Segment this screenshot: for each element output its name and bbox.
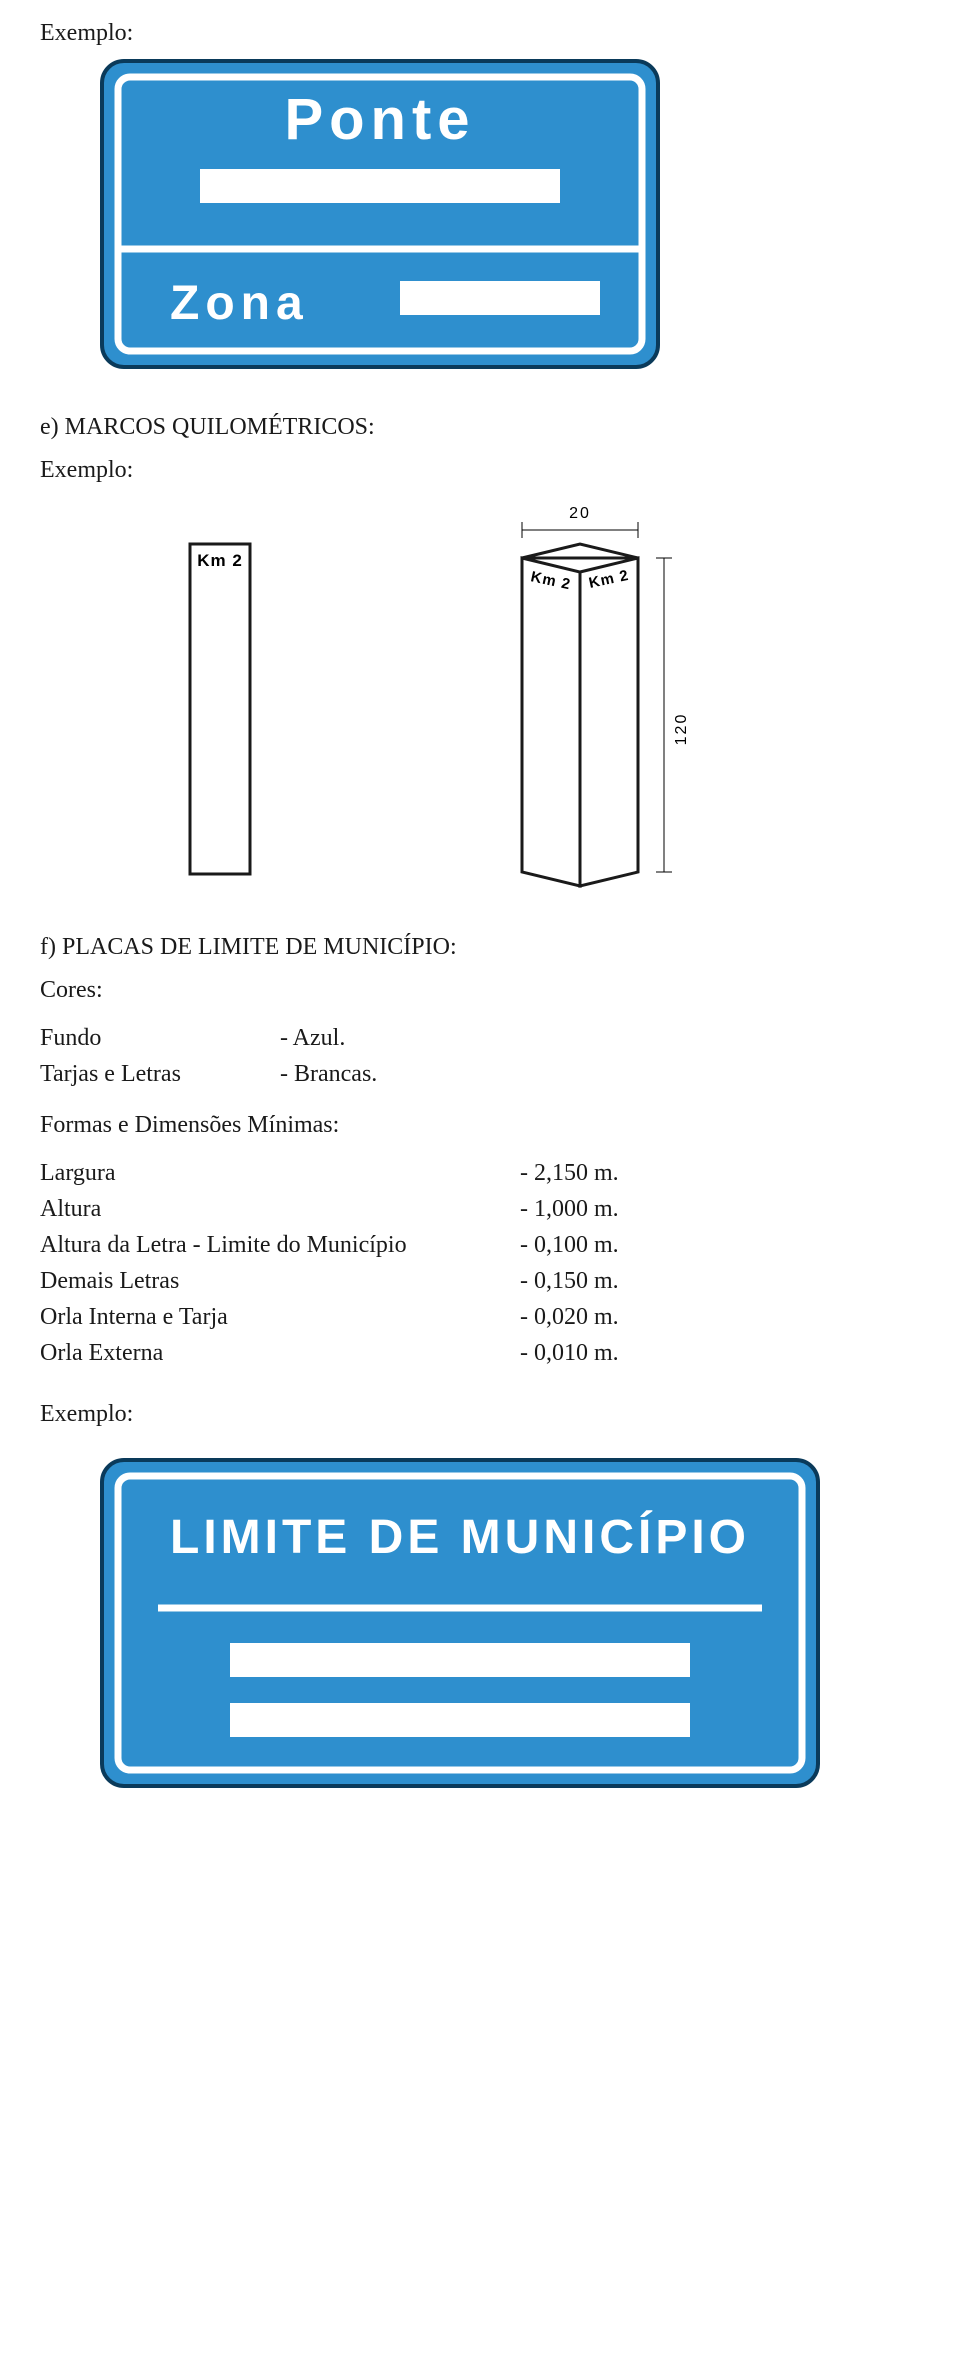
sign-ponte-svg: Ponte Zona (100, 59, 660, 369)
cores-key: Tarjas e Letras (40, 1056, 280, 1092)
section-f-heading: f) PLACAS DE LIMITE DE MUNICÍPIO: (40, 934, 920, 961)
cores-val: - Brancas. (280, 1056, 377, 1092)
svg-text:Zona: Zona (170, 277, 309, 330)
dimensoes-table: Largura - 2,150 m. Altura - 1,000 m. Alt… (40, 1155, 920, 1371)
dim-val: - 0,100 m. (520, 1227, 619, 1263)
dim-key: Largura (40, 1155, 520, 1191)
cores-table: Fundo - Azul. Tarjas e Letras - Brancas. (40, 1020, 920, 1092)
dim-val: - 0,010 m. (520, 1335, 619, 1371)
table-row: Fundo - Azul. (40, 1020, 920, 1056)
svg-text:120: 120 (673, 713, 690, 746)
dim-key: Altura da Letra - Limite do Município (40, 1227, 520, 1263)
svg-text:Km 2: Km 2 (197, 551, 243, 570)
dim-val: - 2,150 m. (520, 1155, 619, 1191)
dim-val: - 0,150 m. (520, 1263, 619, 1299)
table-row: Altura da Letra - Limite do Município - … (40, 1227, 920, 1263)
table-row: Largura - 2,150 m. (40, 1155, 920, 1191)
dim-key: Demais Letras (40, 1263, 520, 1299)
table-row: Orla Interna e Tarja - 0,020 m. (40, 1299, 920, 1335)
dim-key: Altura (40, 1191, 520, 1227)
sign-ponte-zona: Ponte Zona (100, 59, 920, 374)
formas-label: Formas e Dimensões Mínimas: (40, 1112, 920, 1139)
table-row: Tarjas e Letras - Brancas. (40, 1056, 920, 1092)
sign-limite-svg: LIMITE DE MUNICÍPIO (100, 1458, 820, 1788)
dim-key: Orla Interna e Tarja (40, 1299, 520, 1335)
svg-text:LIMITE DE MUNICÍPIO: LIMITE DE MUNICÍPIO (170, 1510, 750, 1564)
table-row: Demais Letras - 0,150 m. (40, 1263, 920, 1299)
table-row: Altura - 1,000 m. (40, 1191, 920, 1227)
km-marker-flat: Km 2 (160, 504, 280, 884)
table-row: Orla Externa - 0,010 m. (40, 1335, 920, 1371)
example-label-3: Exemplo: (40, 1401, 920, 1428)
dim-val: - 0,020 m. (520, 1299, 619, 1335)
km-markers-row: Km 2 20Km 2Km 2120 (160, 504, 920, 904)
svg-text:Ponte: Ponte (284, 87, 475, 152)
section-e-heading: e) MARCOS QUILOMÉTRICOS: (40, 414, 920, 441)
sign-limite-municipio: LIMITE DE MUNICÍPIO (100, 1458, 920, 1793)
cores-val: - Azul. (280, 1020, 345, 1056)
example-label-2: Exemplo: (40, 457, 920, 484)
cores-label: Cores: (40, 977, 920, 1004)
dim-val: - 1,000 m. (520, 1191, 619, 1227)
svg-text:20: 20 (569, 505, 591, 522)
km-marker-3d: 20Km 2Km 2120 (460, 504, 720, 904)
dim-key: Orla Externa (40, 1335, 520, 1371)
cores-key: Fundo (40, 1020, 280, 1056)
example-label-1: Exemplo: (40, 20, 920, 47)
